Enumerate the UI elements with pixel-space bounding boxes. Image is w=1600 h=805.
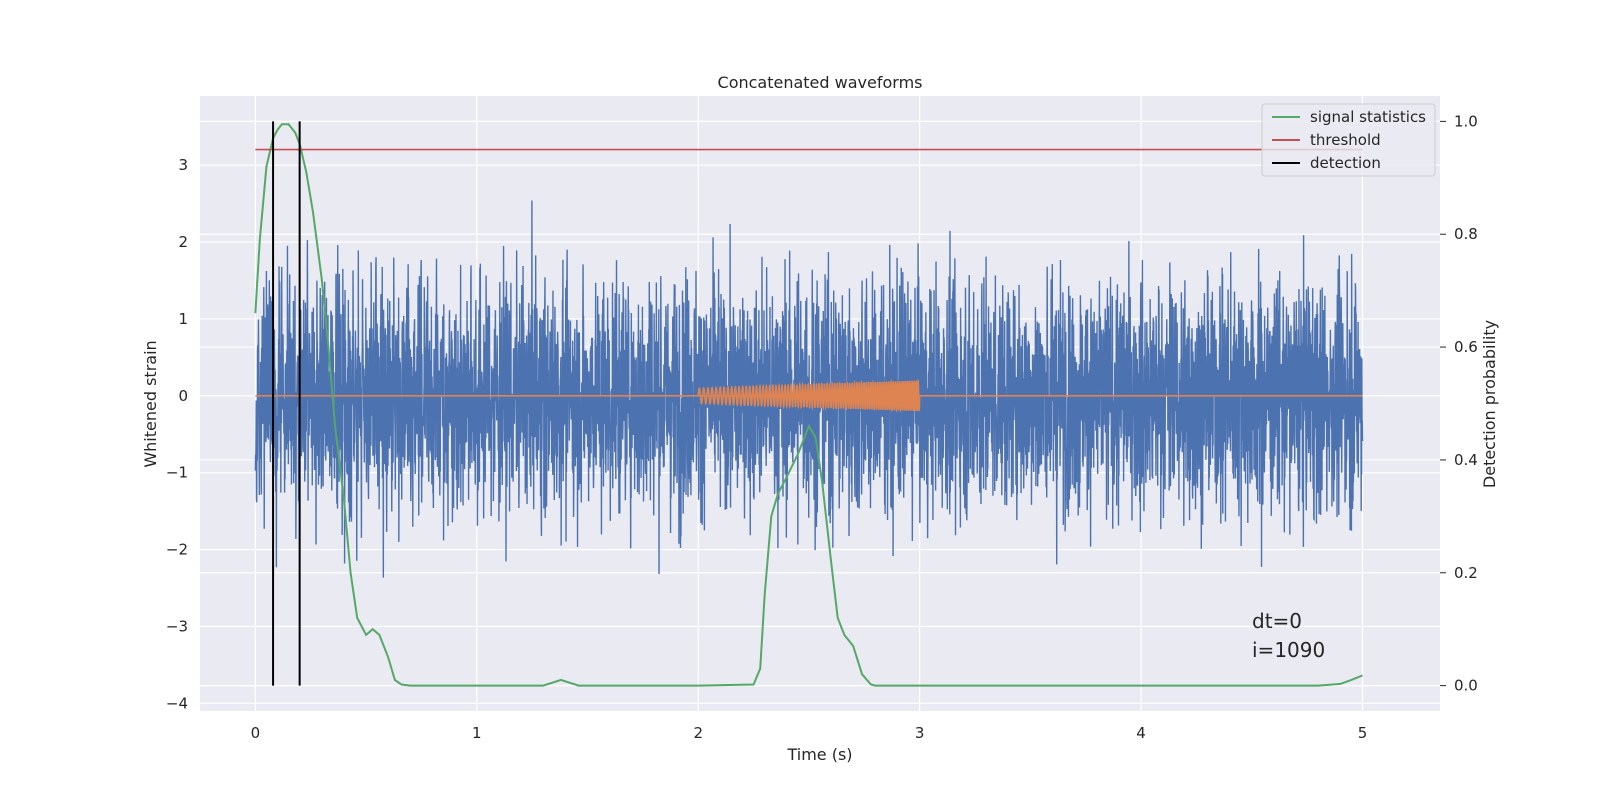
y-tick-label: 0 xyxy=(178,387,188,405)
x-tick-label: 5 xyxy=(1358,724,1368,742)
x-axis-label: Time (s) xyxy=(786,745,852,764)
x-tick-label: 4 xyxy=(1136,724,1146,742)
signal-chirp-line xyxy=(697,378,921,413)
y-tick-label: 2 xyxy=(178,233,188,251)
y-tick-label: 1 xyxy=(178,310,188,328)
legend-box xyxy=(1261,103,1436,177)
injected-signal-series xyxy=(255,378,1363,413)
ticks: 0 1 2 3 4 5 −4 −3 −2 −1 0 1 2 3 0.0 0.2 0.4 0.6 0.8 1.0 xyxy=(166,112,1478,742)
y-axis-label-right: Detection probability xyxy=(1480,320,1499,488)
x-tick-label: 3 xyxy=(915,724,925,742)
y-tick-label: −3 xyxy=(166,617,188,635)
y-tick-label: −1 xyxy=(166,464,188,482)
annotation-i: i=1090 xyxy=(1252,638,1325,662)
y-right-tick-label: 0.0 xyxy=(1454,677,1478,695)
legend-label-detection: detection xyxy=(1310,154,1381,172)
y-right-tick-label: 1.0 xyxy=(1454,112,1478,130)
signal-statistics-line xyxy=(254,123,1363,687)
y-axis-label: Whitened strain xyxy=(141,340,160,467)
y-right-tick-label: 0.8 xyxy=(1454,225,1478,243)
x-tick-label: 0 xyxy=(251,724,261,742)
annotation-dt: dt=0 xyxy=(1252,609,1302,633)
y-right-tick-label: 0.2 xyxy=(1454,564,1478,582)
y-right-tick-label: 0.4 xyxy=(1454,451,1478,469)
legend-label-signal-statistics: signal statistics xyxy=(1310,108,1426,126)
y-right-tick-label: 0.6 xyxy=(1454,338,1478,356)
y-tick-label: −4 xyxy=(166,694,188,712)
x-tick-label: 2 xyxy=(693,724,703,742)
x-tick-label: 1 xyxy=(472,724,482,742)
legend: signal statistics threshold detection xyxy=(1261,103,1436,177)
chart-title: Concatenated waveforms xyxy=(718,73,923,92)
y-tick-label: −2 xyxy=(166,541,188,559)
legend-label-threshold: threshold xyxy=(1310,131,1381,149)
y-tick-label: 3 xyxy=(178,156,188,174)
series-lines xyxy=(254,121,1363,687)
